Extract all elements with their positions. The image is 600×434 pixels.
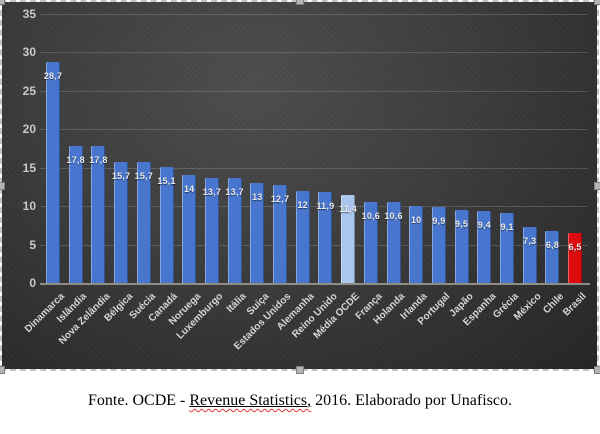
resize-handle-middle-right[interactable] [594, 181, 600, 190]
gridline [40, 14, 588, 15]
bar-Bélgica[interactable] [114, 162, 129, 283]
bar-Portugal[interactable] [431, 206, 446, 283]
category-label: Itália [224, 291, 249, 315]
data-label: 17,8 [89, 155, 108, 166]
bar-Alemanha[interactable] [295, 190, 310, 283]
bar-Chile[interactable] [545, 230, 560, 283]
bar-Brasil[interactable] [568, 233, 583, 283]
data-label: 14 [183, 184, 195, 195]
x-axis-line [40, 283, 590, 285]
bar-Holanda[interactable] [386, 201, 401, 283]
y-axis-tick-label: 35 [22, 7, 36, 21]
plot-area: 0 5 10 15 20 25 30 35 28,7 Dinamarca 17,8 Islândia 1… [2, 2, 597, 369]
data-label: 9,9 [432, 215, 446, 226]
y-axis-tick-label: 5 [29, 237, 36, 252]
data-label: 13,7 [225, 186, 244, 197]
data-label: 11,9 [316, 200, 335, 211]
gridline [40, 244, 588, 246]
data-label: 12,7 [270, 194, 290, 205]
y-axis-tick-label: 20 [22, 122, 36, 137]
resize-handle-top-right[interactable] [594, 0, 600, 5]
resize-handle-bottom-right[interactable] [594, 366, 600, 374]
bar-Dinamarca[interactable] [46, 62, 60, 283]
gridline [40, 129, 588, 131]
data-label: 9,5 [455, 218, 469, 229]
bar-Reino Unido[interactable] [318, 191, 333, 283]
data-label: 10 [410, 215, 422, 226]
caption-suffix: 2016. Elaborado por Unafisco. [311, 392, 512, 409]
data-label: 12 [297, 199, 308, 210]
caption-prefix: Fonte. OCDE - [88, 392, 190, 409]
data-label: 6,5 [568, 242, 582, 253]
bar-Canadá[interactable] [159, 166, 174, 283]
embedded-bar-chart[interactable]: 0 5 10 15 20 25 30 35 28,7 Dinamarca 17,8 Islândia 1… [0, 0, 600, 374]
resize-handle-bottom-left[interactable] [0, 366, 5, 374]
bar-Grécia[interactable] [500, 213, 514, 283]
data-label: 7,3 [523, 235, 537, 246]
data-label: 10,6 [361, 210, 380, 221]
bar-Itália[interactable] [227, 177, 242, 283]
caption-underlined-phrase: Revenue Statistics, [189, 392, 312, 409]
gridline [40, 52, 588, 54]
bar-Estados Unidos[interactable] [273, 185, 287, 283]
gridline [40, 206, 588, 208]
data-label: 15,7 [134, 171, 153, 182]
data-label: 10,6 [384, 210, 403, 221]
data-label: 11,4 [339, 204, 357, 215]
resize-handle-bottom-center[interactable] [295, 366, 304, 374]
source-caption: Fonte. OCDE - Revenue Statistics, 2016. … [0, 392, 600, 410]
resize-handle-middle-left[interactable] [0, 181, 5, 190]
bar-Islândia[interactable] [68, 146, 83, 283]
y-axis-tick-label: 15 [22, 160, 36, 175]
data-label: 15,1 [157, 175, 176, 186]
bar-Espanha[interactable] [477, 210, 492, 283]
resize-handle-top-center[interactable] [295, 0, 304, 5]
y-axis-tick-label: 30 [22, 45, 36, 60]
y-axis-tick-label: 25 [22, 83, 36, 98]
bar-Luxemburgo[interactable] [204, 177, 219, 283]
category-label: Brasil [561, 291, 589, 319]
bar-Suécia[interactable] [136, 162, 151, 283]
bar-França[interactable] [363, 201, 378, 283]
y-axis-tick-label: 10 [22, 199, 36, 214]
data-label: 6,8 [545, 239, 559, 250]
resize-handle-top-left[interactable] [0, 0, 5, 5]
data-label: 15,7 [111, 171, 131, 182]
bar-Média OCDE[interactable] [341, 195, 356, 283]
bar-Nova Zelândia[interactable] [91, 146, 106, 283]
gridline [40, 90, 588, 92]
bar-Suíça[interactable] [250, 183, 265, 283]
data-label: 28,7 [43, 71, 63, 82]
data-label: 9,4 [477, 219, 491, 230]
data-label: 13 [252, 192, 263, 203]
bar-México[interactable] [522, 226, 537, 283]
data-label: 17,8 [66, 155, 85, 166]
bar-Japão[interactable] [454, 209, 469, 283]
data-label: 13,7 [202, 186, 222, 197]
bar-Noruega[interactable] [182, 175, 197, 283]
y-axis-tick-label: 0 [29, 276, 36, 290]
data-label: 9,1 [500, 222, 514, 233]
bar-Irlanda[interactable] [409, 206, 424, 283]
gridline [40, 167, 588, 169]
